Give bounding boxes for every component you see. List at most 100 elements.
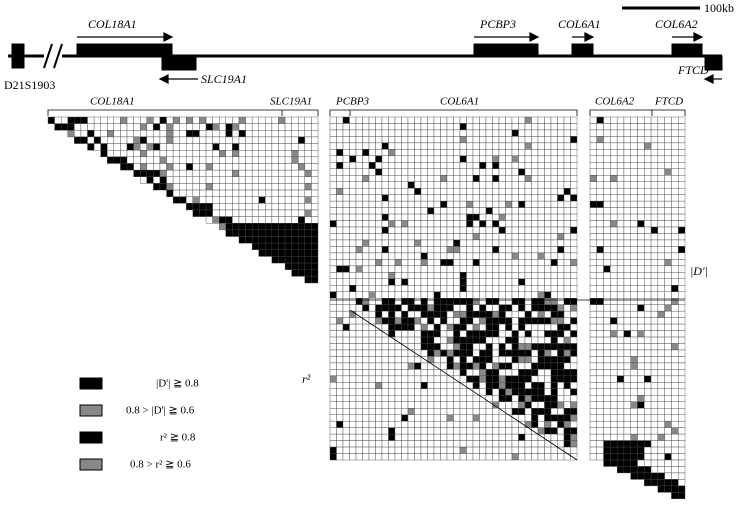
ld-cell <box>291 189 299 197</box>
ld-cell <box>368 207 376 215</box>
ld-cell <box>453 155 461 163</box>
ld-cell <box>589 453 597 461</box>
ld-cell <box>511 213 519 221</box>
ld-cell <box>355 155 363 163</box>
ld-cell <box>589 187 597 195</box>
ld-cell <box>355 330 363 338</box>
ld-cell <box>133 163 141 171</box>
ld-cell <box>637 304 645 312</box>
ld-cell <box>355 136 363 144</box>
ld-cell <box>596 181 604 189</box>
ld-cell <box>414 408 422 415</box>
ld-cell <box>362 343 370 351</box>
ld-cell <box>440 433 448 441</box>
ld-cell <box>342 187 350 195</box>
ld-cell <box>610 162 618 169</box>
ld-cell <box>414 310 422 318</box>
ld-cell <box>433 382 441 390</box>
ld-cell <box>518 362 526 370</box>
ld-cell <box>401 136 409 144</box>
ld-cell <box>610 420 618 428</box>
ld-cell <box>537 330 545 338</box>
ld-cell <box>492 446 500 454</box>
ld-cell <box>603 142 611 150</box>
ld-cell <box>362 382 370 390</box>
ld-cell <box>284 163 292 171</box>
ld-cell <box>616 168 625 176</box>
ld-cell <box>291 163 299 171</box>
ld-cell <box>570 285 578 292</box>
ld-cell <box>563 155 571 163</box>
ld-cell <box>368 433 376 441</box>
ld-cell <box>265 163 273 171</box>
ld-cell <box>329 298 337 305</box>
gene-label: COL6A2 <box>655 17 698 31</box>
ld-cell <box>349 356 357 364</box>
ld-cell <box>657 310 665 318</box>
ld-cell <box>637 200 645 208</box>
ld-cell <box>623 278 631 286</box>
ld-cell <box>544 336 552 344</box>
ld-cell <box>355 317 363 325</box>
ld-cell <box>657 162 665 169</box>
ld-cell <box>420 200 428 208</box>
ld-cell <box>251 163 259 171</box>
ld-cell <box>172 136 180 144</box>
ld-cell <box>427 310 435 318</box>
ld-cell <box>298 269 306 277</box>
ld-cell <box>107 143 115 151</box>
ld-cell <box>610 310 618 318</box>
ld-cell <box>401 304 409 312</box>
ld-cell <box>232 116 240 124</box>
ld-cell <box>342 349 350 357</box>
ld-cell <box>355 278 363 286</box>
ld-cell <box>446 375 454 383</box>
ld-cell <box>537 233 545 241</box>
ld-cell <box>298 216 306 224</box>
ld-cell <box>466 226 474 234</box>
ld-cell <box>342 175 350 182</box>
ld-cell <box>623 466 631 474</box>
ld-cell <box>472 414 480 422</box>
ld-cell <box>453 310 461 318</box>
ld-cell <box>524 408 532 415</box>
ld-cell <box>505 239 513 247</box>
ld-cell <box>329 408 337 415</box>
ld-cell <box>671 414 679 422</box>
ld-cell <box>472 142 480 150</box>
ld-cell <box>291 216 299 224</box>
ld-cell <box>368 175 376 182</box>
ld-cell <box>671 259 679 267</box>
ld-cell <box>531 382 539 390</box>
ld-cell <box>678 362 686 370</box>
ld-cell <box>427 194 435 202</box>
ld-cell <box>644 317 652 325</box>
ld-cell <box>511 336 519 344</box>
ld-cell <box>630 362 638 370</box>
ld-cell <box>511 278 519 286</box>
ld-cell <box>427 272 435 279</box>
ld-cell <box>531 453 539 461</box>
ld-cell <box>664 446 672 454</box>
ld-cell <box>472 175 480 182</box>
ld-cell <box>179 169 187 177</box>
ld-cell <box>342 453 350 461</box>
ld-cell <box>453 382 461 390</box>
ld-cell <box>440 129 448 137</box>
ld-cell <box>563 278 571 286</box>
ld-cell <box>107 149 115 158</box>
ld-cell <box>311 183 319 191</box>
ld-cell <box>596 136 604 144</box>
ld-cell <box>664 382 672 390</box>
ld-cell <box>355 446 363 454</box>
ld-cell <box>570 382 578 390</box>
ld-cell <box>492 200 500 208</box>
ld-cell <box>498 414 506 422</box>
ld-cell <box>472 304 480 312</box>
ld-cell <box>537 401 545 409</box>
ld-cell <box>650 129 659 137</box>
ld-cell <box>671 187 679 195</box>
ld-cell <box>678 149 686 157</box>
ld-cell <box>388 446 396 454</box>
ld-cell <box>388 136 396 144</box>
